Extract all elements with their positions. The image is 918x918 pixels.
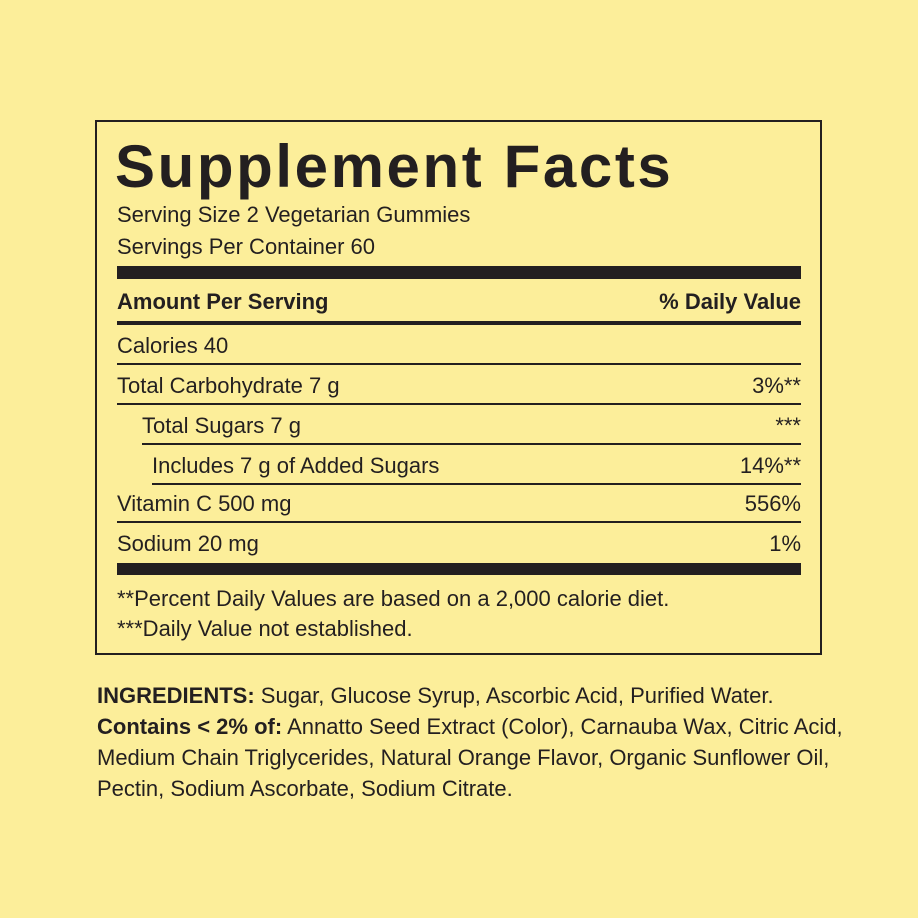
servings-per-container: Servings Per Container 60	[117, 234, 376, 259]
daily-value-header: % Daily Value	[659, 289, 801, 314]
supplement-facts-panel: Supplement Facts Serving Size 2 Vegetari…	[95, 120, 822, 655]
header-divider	[117, 321, 801, 325]
serving-size: Serving Size 2 Vegetarian Gummies	[117, 202, 471, 227]
panel-title: Supplement Facts	[115, 133, 674, 200]
nutrient-dv: 3%**	[752, 373, 801, 398]
nutrient-name: Total Carbohydrate 7 g	[117, 373, 340, 398]
nutrient-name: Vitamin C 500 mg	[117, 491, 292, 516]
footnote: ***Daily Value not established.	[117, 616, 413, 641]
amount-per-serving-header: Amount Per Serving	[117, 289, 329, 314]
nutrient-name: Calories 40	[117, 333, 229, 358]
nutrient-row: Sodium 20 mg 1%	[117, 523, 801, 563]
ingredients-block: INGREDIENTS: Sugar, Glucose Syrup, Ascor…	[97, 680, 857, 804]
nutrient-row: Vitamin C 500 mg 556%	[117, 483, 801, 523]
contains-text: Annatto Seed Extract (Color), Carnauba W…	[97, 714, 843, 801]
nutrient-dv: 1%	[769, 531, 801, 556]
nutrient-name: Includes 7 g of Added Sugars	[152, 453, 440, 478]
nutrient-row: Calories 40	[117, 325, 801, 365]
nutrient-row: Total Carbohydrate 7 g 3%**	[117, 365, 801, 405]
ingredients-label: INGREDIENTS:	[97, 683, 255, 708]
footnote: **Percent Daily Values are based on a 2,…	[117, 586, 670, 611]
nutrient-dv: ***	[775, 413, 801, 438]
nutrient-name: Total Sugars 7 g	[142, 413, 301, 438]
nutrient-row: Includes 7 g of Added Sugars 14%**	[152, 445, 801, 485]
contains-label: Contains < 2% of:	[97, 714, 283, 739]
nutrient-dv: 14%**	[739, 453, 801, 478]
thick-divider	[117, 266, 801, 279]
nutrient-row: Total Sugars 7 g ***	[142, 405, 801, 445]
nutrient-dv: 556%	[744, 491, 801, 516]
nutrient-name: Sodium 20 mg	[117, 531, 259, 556]
thick-divider	[117, 563, 801, 575]
ingredients-text: Sugar, Glucose Syrup, Ascorbic Acid, Pur…	[254, 683, 774, 708]
